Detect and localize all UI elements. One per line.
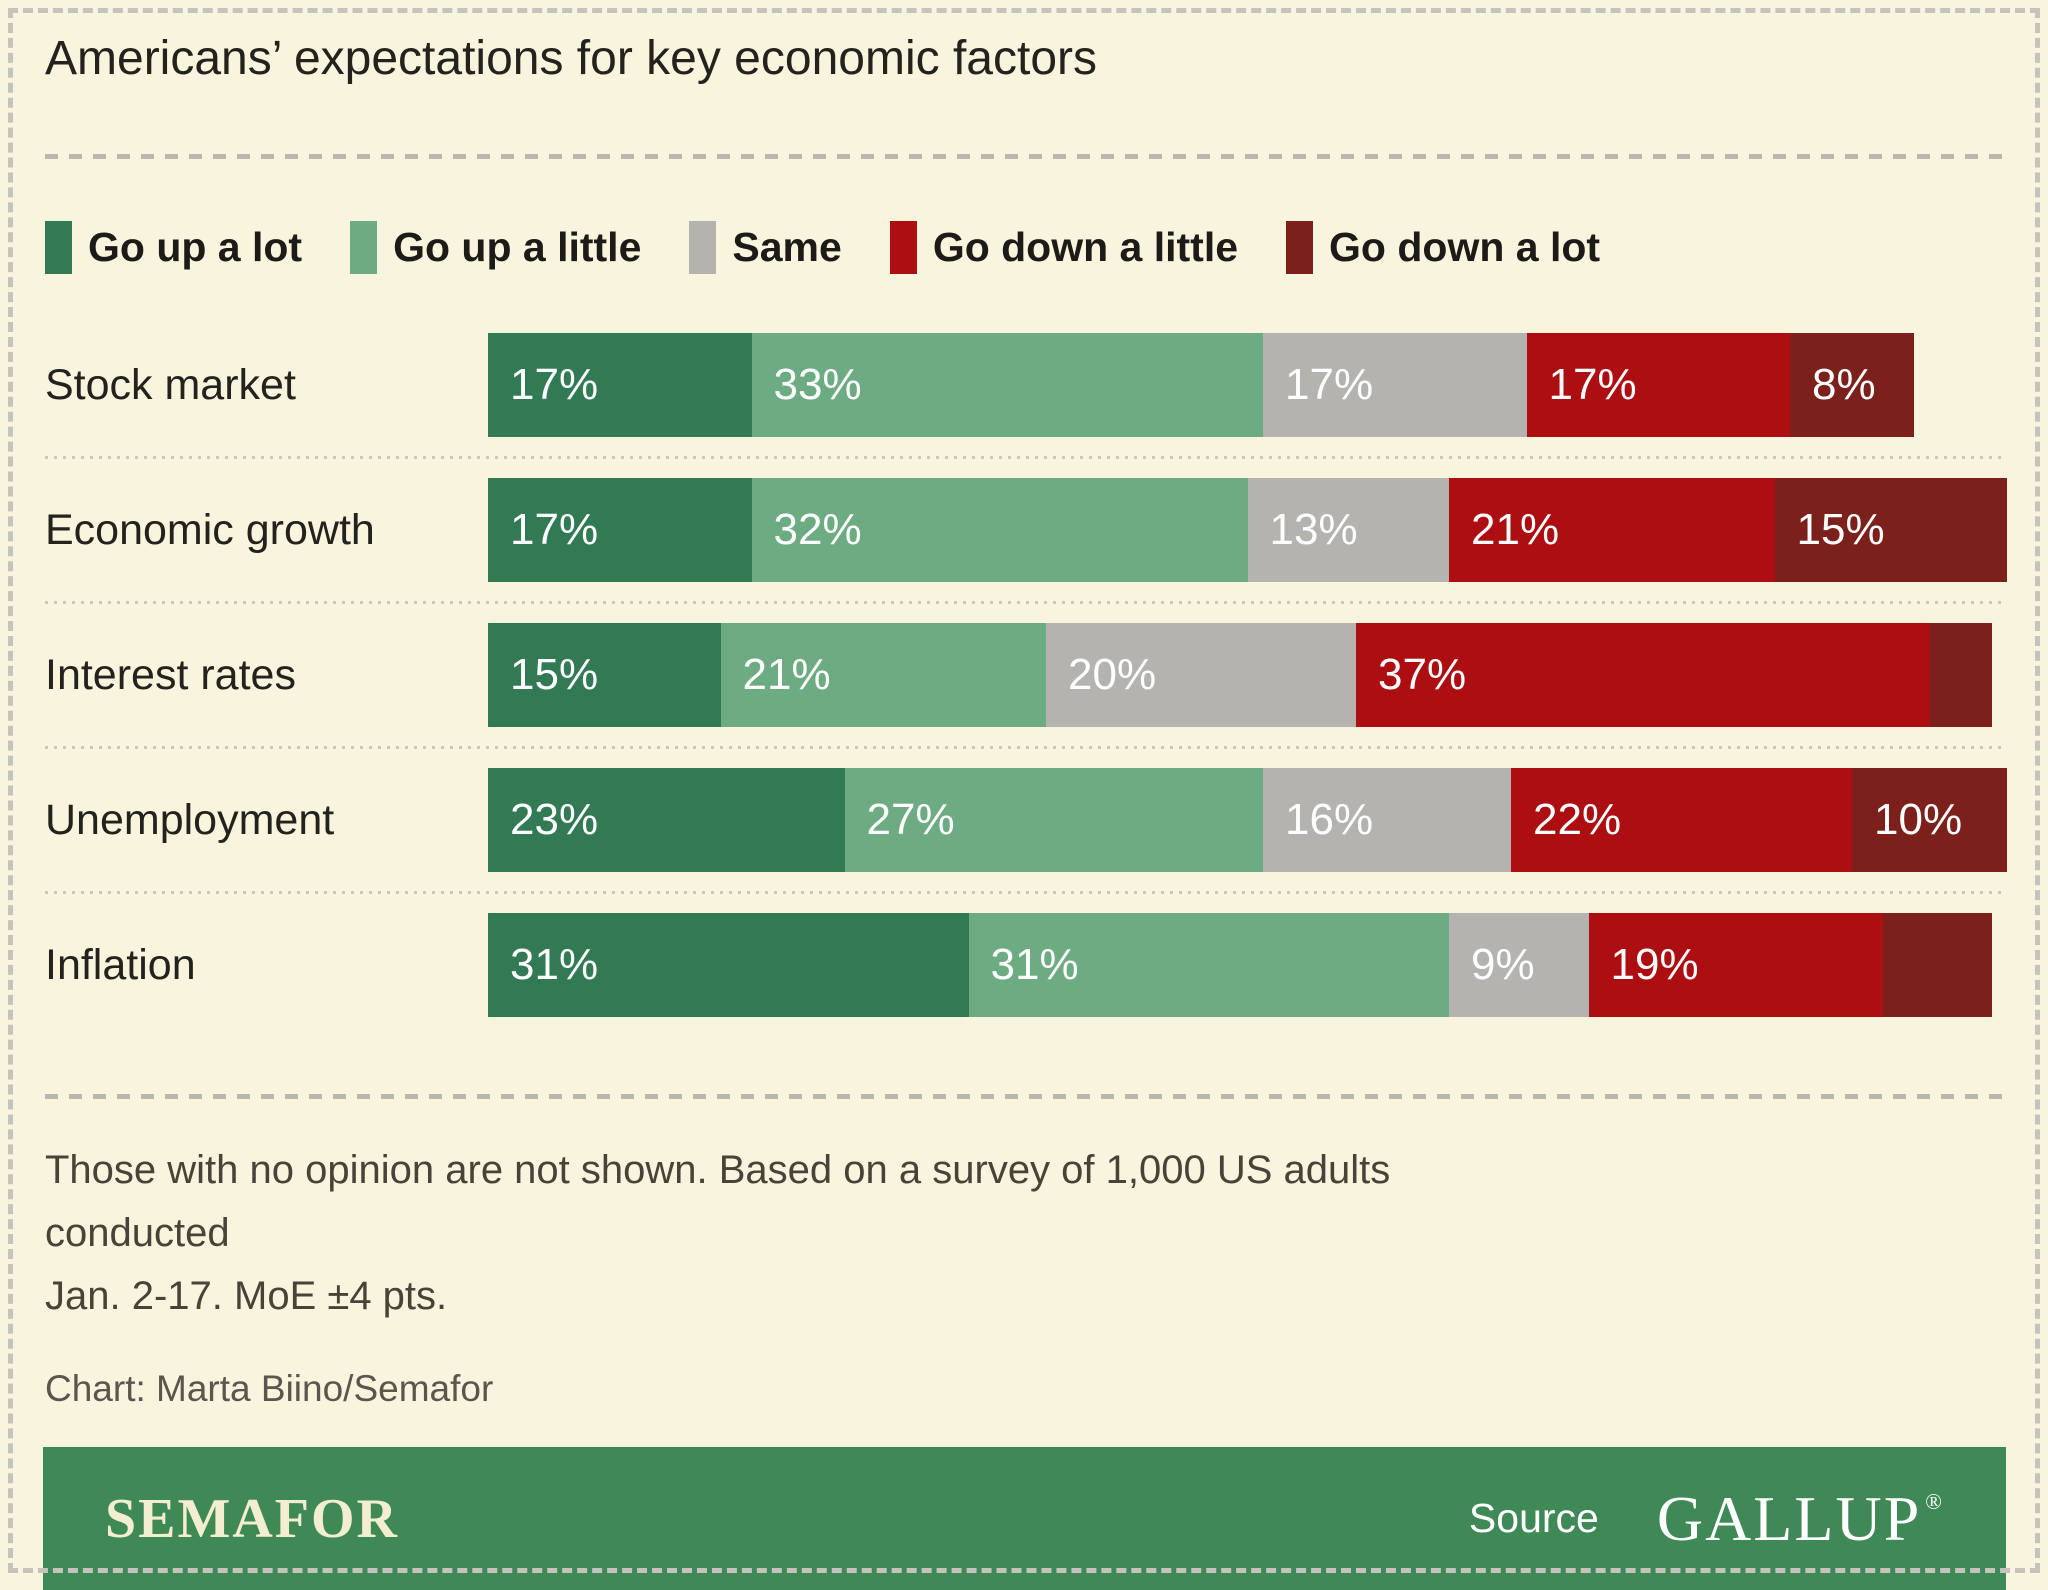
legend-label: Go up a little [393, 224, 642, 270]
legend-item-go-down-a-little: Go down a little [889, 221, 1239, 274]
legend-swatch-go-up-a-lot [45, 221, 72, 274]
bar-segment-go-up-a-little: 21% [720, 623, 1046, 727]
bar-track: 31% 31% 9% 19% [488, 913, 2038, 1017]
bar-segment-go-down-a-lot: 15% [1774, 478, 2007, 582]
value-label: 16% [1285, 795, 1374, 844]
value-label: 21% [742, 650, 831, 699]
bar-segment-go-down-a-lot: 8% [1790, 333, 1914, 437]
chart-row: Stock market 17% 33% 17% 17% 8% [45, 314, 2038, 456]
row-separator [45, 456, 2003, 459]
bar-segment-go-up-a-lot: 17% [488, 333, 752, 437]
footnote-line1: Those with no opinion are not shown. Bas… [45, 1148, 1391, 1255]
category-label: Inflation [45, 940, 196, 989]
bar-track: 17% 32% 13% 21% 15% [488, 478, 2038, 582]
category-label: Unemployment [45, 795, 335, 844]
bar-segment-go-up-a-little: 31% [968, 913, 1449, 1017]
footer-banner: SEMAFOR Source GALLUP ® [43, 1447, 2006, 1590]
value-label: 15% [510, 650, 599, 699]
legend-item-go-up-a-lot: Go up a lot [45, 221, 302, 274]
legend-label: Go up a lot [88, 224, 303, 270]
row-separator [45, 891, 2003, 894]
value-label: 13% [1269, 505, 1358, 554]
legend-label: Go down a little [932, 224, 1239, 270]
category-label: Interest rates [45, 650, 296, 699]
bar-segment-go-down-a-little: 22% [1511, 768, 1852, 872]
legend-item-same: Same [689, 221, 842, 274]
legend-label: Same [732, 224, 842, 270]
bar-segment-go-down-a-little: 17% [1526, 333, 1790, 437]
legend: Go up a lot Go up a little Same Go down … [45, 221, 2003, 274]
chart-title: Americans’ expectations for key economic… [45, 32, 1097, 85]
bar-segment-go-down-a-little: 19% [1588, 913, 1883, 1017]
value-label: 33% [773, 360, 862, 409]
value-label: 15% [1796, 505, 1885, 554]
bar-segment-go-down-a-lot [1929, 623, 1992, 727]
legend-swatch-go-down-a-little [889, 221, 917, 274]
legend-swatch-same [689, 221, 717, 274]
gallup-wordmark: GALLUP [1656, 1482, 1922, 1554]
value-label: 27% [866, 795, 955, 844]
category-label: Economic growth [45, 505, 375, 554]
chart-row: Interest rates 15% 21% 20% 37% [45, 604, 2038, 746]
bar-segment-go-up-a-lot: 17% [488, 478, 752, 582]
gallup-logo: GALLUP ® [1656, 1482, 1944, 1554]
value-label: 22% [1533, 795, 1622, 844]
value-label: 10% [1874, 795, 1963, 844]
bar-segment-go-up-a-lot: 23% [488, 768, 845, 872]
value-label: 20% [1068, 650, 1157, 699]
bar-track: 17% 33% 17% 17% 8% [488, 333, 2038, 437]
registered-mark: ® [1925, 1488, 1944, 1514]
bar-segment-go-down-a-lot: 10% [1852, 768, 2007, 872]
category-label: Stock market [45, 360, 296, 409]
value-label: 9% [1471, 940, 1535, 989]
bar-segment-same: 9% [1449, 913, 1589, 1017]
value-label: 21% [1471, 505, 1560, 554]
source-label: Source [1468, 1495, 1599, 1541]
value-label: 23% [510, 795, 599, 844]
legend-swatch-go-up-a-little [350, 221, 378, 274]
source-group: Source GALLUP ® [1468, 1482, 1944, 1554]
legend-label: Go down a lot [1329, 224, 1601, 270]
value-label: 8% [1812, 360, 1876, 409]
semafor-logo: SEMAFOR [105, 1487, 399, 1550]
bar-segment-go-up-a-lot: 31% [488, 913, 969, 1017]
bar-segment-same: 17% [1263, 333, 1527, 437]
legend-swatch-go-down-a-lot [1286, 221, 1314, 274]
stacked-bar-chart: Stock market 17% 33% 17% 17% 8% Economic growt… [45, 314, 2038, 1036]
bar-segment-go-up-a-lot: 15% [488, 623, 721, 727]
legend-item-go-up-a-little: Go up a little [350, 221, 641, 274]
footnote: Those with no opinion are not shown. Bas… [45, 1139, 1565, 1328]
bar-segment-go-down-a-little: 21% [1449, 478, 1775, 582]
bar-segment-same: 16% [1263, 768, 1511, 872]
bar-segment-same: 20% [1046, 623, 1356, 727]
chart-row: Inflation 31% 31% 9% 19% [45, 894, 2038, 1036]
footnote-line2: Jan. 2-17. MoE ±4 pts. [45, 1274, 448, 1318]
bar-segment-go-down-a-little: 37% [1356, 623, 1930, 727]
chart-credit: Chart: Marta Biino/Semafor [45, 1368, 494, 1409]
row-separator [45, 746, 2003, 749]
bar-segment-go-up-a-little: 33% [751, 333, 1263, 437]
bar-segment-go-up-a-little: 27% [844, 768, 1263, 872]
value-label: 17% [510, 505, 599, 554]
value-label: 32% [773, 505, 862, 554]
value-label: 31% [510, 940, 599, 989]
bar-segment-go-down-a-lot [1883, 913, 1992, 1017]
value-label: 17% [1548, 360, 1637, 409]
row-separator [45, 601, 2003, 604]
footnote-separator [45, 1094, 2003, 1099]
chart-row: Unemployment 23% 27% 16% 22% 10% [45, 749, 2038, 891]
bar-segment-same: 13% [1247, 478, 1449, 582]
value-label: 17% [510, 360, 599, 409]
value-label: 19% [1610, 940, 1699, 989]
value-label: 31% [990, 940, 1079, 989]
bar-segment-go-up-a-little: 32% [751, 478, 1248, 582]
bar-track: 15% 21% 20% 37% [488, 623, 2038, 727]
bar-track: 23% 27% 16% 22% 10% [488, 768, 2038, 872]
legend-item-go-down-a-lot: Go down a lot [1286, 221, 1600, 274]
title-separator [45, 154, 2003, 159]
chart-row: Economic growth 17% 32% 13% 21% 15% [45, 459, 2038, 601]
value-label: 37% [1378, 650, 1467, 699]
value-label: 17% [1285, 360, 1374, 409]
